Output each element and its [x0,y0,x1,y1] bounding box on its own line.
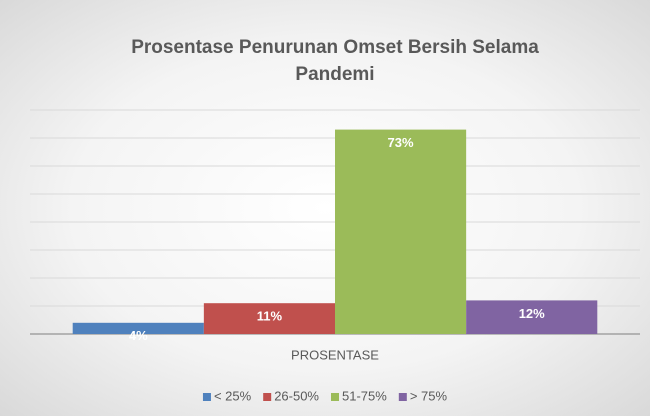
legend-label: > 75% [410,388,448,403]
chart-title: Prosentase Penurunan Omset Bersih Selama… [131,37,539,85]
bar [466,300,598,334]
legend-swatch [398,393,407,401]
legend-swatch [331,393,339,401]
data-label: 12% [519,306,545,321]
data-label: 11% [257,309,283,324]
bar [203,303,335,334]
data-label: 4% [129,328,148,343]
bar [335,129,467,334]
legend-label: < 25% [214,388,252,403]
bar [72,322,204,334]
legend-swatch [202,393,211,401]
legend-label: 51-75% [342,388,387,403]
data-label: 73% [388,135,414,150]
legend-label: 26-50% [274,388,319,403]
legend-swatch [263,393,272,401]
x-tick-label: PROSENTASE [291,347,379,362]
